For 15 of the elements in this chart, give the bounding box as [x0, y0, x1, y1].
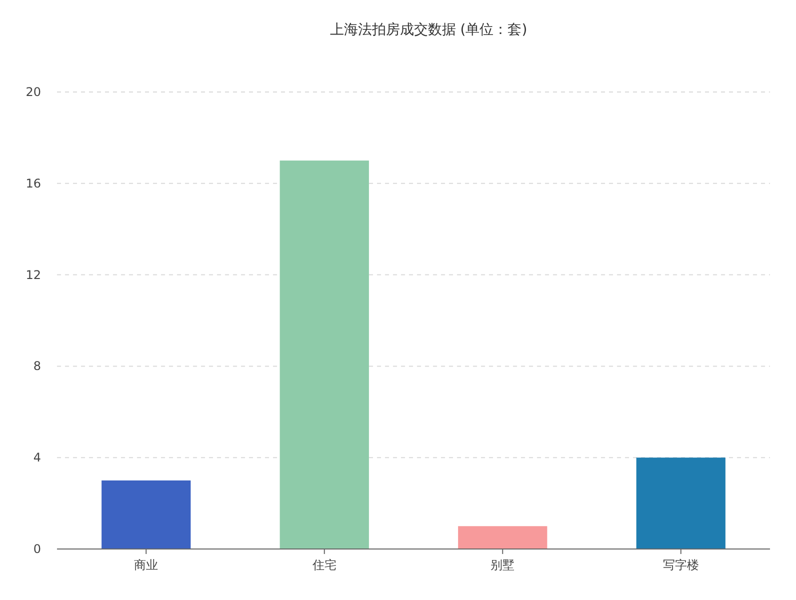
y-tick-label: 16	[26, 176, 41, 190]
x-tick-label: 别墅	[490, 558, 515, 572]
bar	[280, 160, 369, 549]
y-tick-label: 8	[33, 359, 41, 374]
chart-title: 上海法拍房成交数据 (单位：套)	[330, 22, 528, 38]
y-tick-label: 12	[26, 268, 41, 282]
y-tick-label: 4	[33, 450, 41, 465]
x-tick-label: 写字楼	[662, 558, 699, 572]
bar	[102, 480, 191, 549]
x-tick-label: 商业	[134, 558, 158, 572]
bar	[636, 458, 726, 549]
x-tick-label: 住宅	[311, 558, 336, 572]
y-tick-label: 20	[26, 85, 41, 99]
y-tick-label: 0	[33, 542, 41, 556]
bar	[458, 526, 548, 549]
